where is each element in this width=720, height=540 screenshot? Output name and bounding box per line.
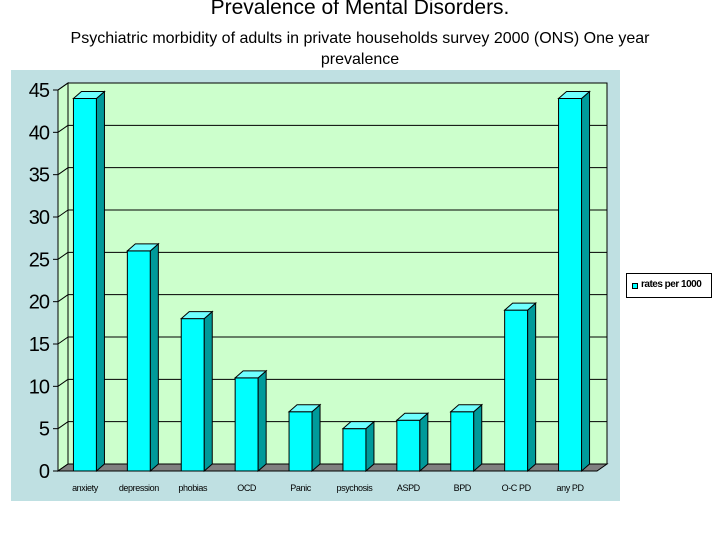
- bar: [288, 411, 313, 472]
- x-tick-label: anxiety: [72, 483, 99, 493]
- gridline-depth: [57, 294, 69, 303]
- bar-side: [203, 310, 213, 473]
- page-title: Prevalence of Mental Disorders.: [210, 0, 510, 19]
- y-tick-label: 0: [39, 461, 50, 483]
- gridline-depth: [57, 378, 69, 387]
- y-tick-label: 15: [29, 334, 50, 356]
- gridline-depth: [57, 421, 69, 430]
- x-tick-label: Panic: [290, 483, 311, 493]
- bar: [396, 419, 421, 472]
- bar-side: [311, 403, 321, 473]
- y-tick-label: 25: [29, 249, 50, 271]
- bar-side: [473, 403, 483, 473]
- gridline-depth: [57, 167, 69, 176]
- bar-top: [449, 404, 484, 413]
- x-tick-label: depression: [119, 483, 159, 493]
- x-tick-label: psychosis: [336, 483, 373, 493]
- bar-top: [395, 412, 430, 421]
- x-tick-label: phobias: [178, 483, 208, 493]
- bar: [234, 377, 259, 472]
- bar: [180, 318, 205, 472]
- gridline-depth: [57, 336, 69, 345]
- bar: [72, 97, 97, 472]
- x-tick-label: ASPD: [397, 483, 421, 493]
- bar: [504, 309, 529, 472]
- bar-side: [149, 242, 159, 473]
- bar-side: [257, 369, 267, 473]
- bar: [450, 411, 475, 472]
- y-tick-label: 5: [39, 419, 50, 441]
- y-tick-label: 45: [29, 80, 50, 102]
- bar-top: [72, 90, 106, 99]
- gridline-depth: [57, 251, 69, 260]
- bar: [126, 250, 151, 472]
- bar-top: [179, 311, 214, 320]
- y-tick-label: 10: [29, 376, 50, 398]
- y-tick-label: 30: [29, 207, 50, 229]
- chart-legend: rates per 1000: [626, 273, 712, 298]
- legend-label: rates per 1000: [641, 279, 702, 290]
- bar-side: [95, 90, 105, 473]
- x-tick-label: OCD: [237, 483, 257, 493]
- page-subtitle: Psychiatric morbidity of adults in priva…: [70, 30, 650, 68]
- y-tick-label: 40: [29, 122, 50, 144]
- bar-side: [419, 412, 429, 473]
- legend-swatch: [632, 283, 638, 289]
- y-tick-label: 20: [29, 292, 50, 314]
- bar-side: [527, 302, 537, 473]
- gridline-depth: [57, 124, 69, 133]
- bar-top: [126, 243, 160, 252]
- x-tick-label: any PD: [556, 483, 584, 493]
- bar-chart: 0 5 10 15 20 25 30 35 40 45 anxiety depression phobi…: [29, 80, 609, 493]
- chart-frame: 0 5 10 15 20 25 30 35 40 45 anxiety depression phobi…: [11, 70, 620, 501]
- x-tick-label: BPD: [454, 483, 472, 493]
- x-tick-label: O-C PD: [502, 483, 532, 493]
- y-tick-label: 35: [29, 165, 50, 187]
- bar: [558, 97, 583, 472]
- bar: [342, 428, 367, 472]
- bar-side: [581, 90, 591, 473]
- bar-top: [341, 421, 376, 430]
- bar-top: [557, 90, 591, 99]
- bar-side: [365, 420, 375, 473]
- bar-top: [287, 404, 322, 413]
- bar-top: [233, 370, 268, 379]
- left-wall: [57, 82, 69, 472]
- bar-top: [503, 302, 537, 311]
- gridline-depth: [57, 209, 69, 218]
- gridline-depth: [57, 82, 69, 91]
